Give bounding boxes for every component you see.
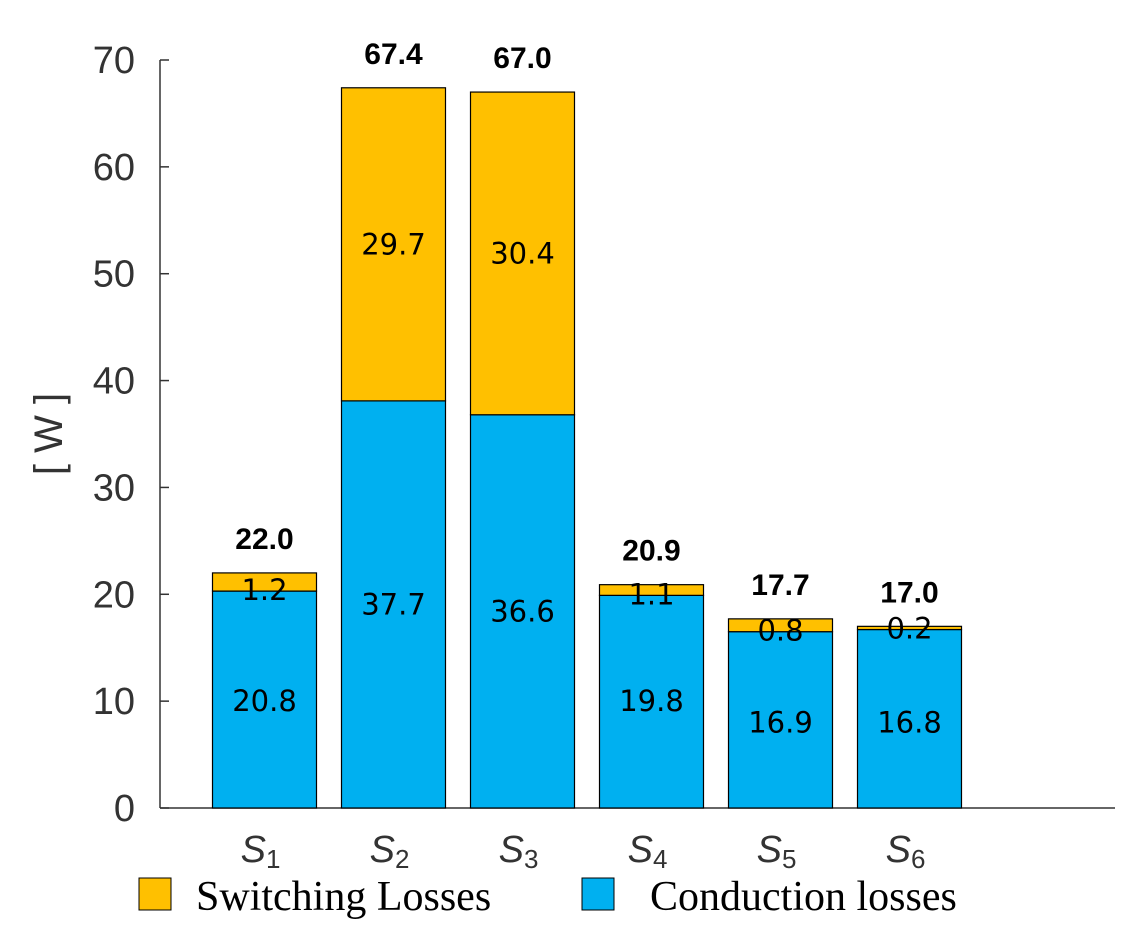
bar-switching bbox=[211, 572, 318, 592]
legend: Switching Losses Conduction losses bbox=[138, 874, 957, 920]
conduction-value-label: 19.8 bbox=[619, 684, 684, 718]
bar-conduction bbox=[211, 590, 318, 809]
y-tick-label: 50 bbox=[93, 254, 135, 296]
total-value-label: 17.7 bbox=[751, 569, 809, 602]
bar-conduction bbox=[598, 594, 705, 809]
y-tick-label: 20 bbox=[93, 574, 135, 616]
conduction-value-label: 36.6 bbox=[490, 594, 555, 628]
total-value-label: 17.0 bbox=[880, 576, 938, 609]
y-tick-label: 40 bbox=[93, 361, 135, 403]
switching-value-label: 0.2 bbox=[886, 612, 932, 646]
x-category-label: S5 bbox=[757, 829, 797, 874]
x-category-label: S1 bbox=[241, 829, 281, 874]
x-category-label: S6 bbox=[886, 829, 926, 874]
category-subscript: 1 bbox=[266, 844, 280, 874]
legend-label: Conduction losses bbox=[650, 874, 957, 920]
category-base: S bbox=[241, 829, 266, 871]
category-subscript: 6 bbox=[911, 844, 925, 874]
switching-value-label: 1.2 bbox=[241, 573, 287, 607]
bar-switching bbox=[598, 584, 705, 596]
legend-swatch bbox=[138, 877, 172, 911]
y-tick-label: 0 bbox=[114, 788, 135, 830]
y-axis-title: [ W ] bbox=[27, 393, 71, 475]
x-category-label: S4 bbox=[628, 829, 668, 874]
category-subscript: 3 bbox=[524, 844, 538, 874]
bar-conduction bbox=[727, 631, 834, 809]
data-labels: 20.8 1.2 22.0 37.7 29.7 67.4 36.6 30.4 67.0 19.8 1… bbox=[232, 38, 942, 740]
bar-switching bbox=[469, 91, 576, 416]
bar-switching bbox=[856, 625, 963, 631]
bar-conduction bbox=[340, 400, 447, 809]
x-category-label: S2 bbox=[370, 829, 410, 874]
bar-conduction bbox=[856, 628, 963, 809]
category-subscript: 4 bbox=[653, 844, 667, 874]
category-base: S bbox=[628, 829, 653, 871]
switching-value-label: 0.8 bbox=[757, 614, 803, 648]
category-subscript: 5 bbox=[782, 844, 796, 874]
y-tick-label: 60 bbox=[93, 147, 135, 189]
conduction-value-label: 37.7 bbox=[361, 587, 426, 621]
switching-value-label: 1.1 bbox=[628, 577, 674, 611]
total-value-label: 67.0 bbox=[493, 42, 551, 75]
x-category-label: S3 bbox=[499, 829, 539, 874]
category-base: S bbox=[370, 829, 395, 871]
bars bbox=[211, 87, 963, 809]
conduction-value-label: 20.8 bbox=[232, 684, 297, 718]
category-subscript: 2 bbox=[395, 844, 409, 874]
switching-value-label: 30.4 bbox=[490, 236, 555, 270]
legend-swatch bbox=[581, 877, 615, 911]
conduction-value-label: 16.8 bbox=[877, 706, 942, 740]
total-value-label: 22.0 bbox=[235, 523, 293, 556]
legend-label: Switching Losses bbox=[196, 874, 491, 920]
y-tick-label: 70 bbox=[93, 40, 135, 82]
y-tick-label: 10 bbox=[93, 681, 135, 723]
switching-value-label: 29.7 bbox=[361, 227, 426, 261]
category-base: S bbox=[499, 829, 524, 871]
bar-switching bbox=[727, 618, 834, 633]
conduction-value-label: 16.9 bbox=[748, 706, 813, 740]
y-tick-label: 30 bbox=[93, 467, 135, 509]
category-base: S bbox=[886, 829, 911, 871]
category-base: S bbox=[757, 829, 782, 871]
total-value-label: 67.4 bbox=[364, 38, 423, 71]
total-value-label: 20.9 bbox=[622, 535, 680, 568]
bar-switching bbox=[340, 87, 447, 402]
